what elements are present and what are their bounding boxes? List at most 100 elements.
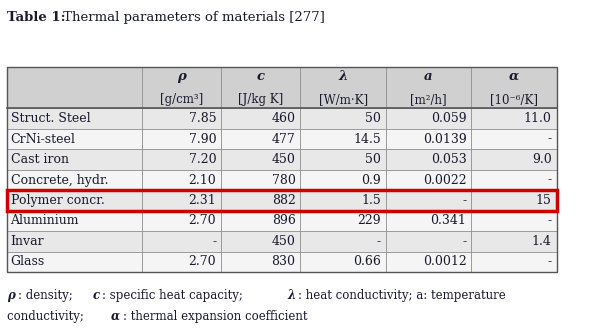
Text: 2.31: 2.31 [188,194,216,207]
Bar [386,129,471,149]
Bar [300,190,386,211]
Bar [221,149,300,170]
Text: 50: 50 [365,153,381,166]
Bar [386,170,471,190]
Bar [471,170,557,190]
Text: 460: 460 [272,112,295,125]
Text: 7.90: 7.90 [189,133,216,146]
Text: α: α [509,70,519,83]
Bar [300,231,386,252]
Bar [221,231,300,252]
Bar [142,211,221,231]
Text: : heat conductivity; a: temperature: : heat conductivity; a: temperature [299,289,506,302]
Text: -: - [377,235,381,248]
Text: 1.5: 1.5 [361,194,381,207]
Text: Concrete, hydr.: Concrete, hydr. [10,173,108,186]
Bar [300,108,386,129]
Text: -: - [462,235,466,248]
Text: ρ: ρ [177,70,186,83]
Text: 896: 896 [272,214,295,227]
Bar [386,149,471,170]
Text: -: - [547,255,552,268]
Text: conductivity;: conductivity; [7,310,88,323]
Bar [7,190,557,211]
Bar [7,129,142,149]
Text: 9.0: 9.0 [532,153,552,166]
Bar [300,170,386,190]
Text: Cast iron: Cast iron [10,153,69,166]
Bar [7,190,142,211]
Text: -: - [462,194,466,207]
Text: Thermal parameters of materials [277]: Thermal parameters of materials [277] [59,11,326,24]
Text: 14.5: 14.5 [353,133,381,146]
Text: -: - [547,214,552,227]
Text: 0.0022: 0.0022 [423,173,466,186]
Bar [221,211,300,231]
Bar [7,68,557,272]
Text: 882: 882 [272,194,295,207]
Text: [W/m·K]: [W/m·K] [319,93,368,106]
Bar [7,170,142,190]
Bar [471,149,557,170]
Text: c: c [93,289,100,302]
Bar [471,252,557,272]
Bar [142,68,221,108]
Text: 0.0139: 0.0139 [422,133,466,146]
Bar [300,149,386,170]
Bar [7,231,142,252]
Text: [g/cm³]: [g/cm³] [160,93,203,106]
Bar [221,129,300,149]
Bar [386,190,471,211]
Text: Polymer concr.: Polymer concr. [10,194,104,207]
Bar [471,129,557,149]
Bar [142,149,221,170]
Bar [7,252,142,272]
Bar [142,129,221,149]
Bar [471,68,557,108]
Text: 450: 450 [272,153,295,166]
Text: 229: 229 [357,214,381,227]
Text: λ: λ [338,70,348,83]
Text: 2.70: 2.70 [189,255,216,268]
Text: 0.0012: 0.0012 [422,255,466,268]
Bar [7,149,142,170]
Text: 2.10: 2.10 [188,173,216,186]
Bar [221,68,300,108]
Text: 50: 50 [365,112,381,125]
Text: 15: 15 [536,194,552,207]
Text: 1.4: 1.4 [532,235,552,248]
Text: -: - [547,133,552,146]
Bar [300,211,386,231]
Text: CrNi-steel: CrNi-steel [10,133,75,146]
Bar [7,211,142,231]
Text: [m²/h]: [m²/h] [410,93,447,106]
Text: 0.053: 0.053 [430,153,466,166]
Text: [10⁻⁶/K]: [10⁻⁶/K] [490,93,538,106]
Bar [142,231,221,252]
Bar [221,170,300,190]
Text: -: - [212,235,216,248]
Bar [300,252,386,272]
Bar [386,231,471,252]
Bar [142,190,221,211]
Bar [142,108,221,129]
Bar [471,211,557,231]
Bar [386,252,471,272]
Text: 830: 830 [272,255,295,268]
Text: : specific heat capacity;: : specific heat capacity; [102,289,246,302]
Text: ρ: ρ [7,289,15,302]
Bar [221,252,300,272]
Text: : density;: : density; [18,289,76,302]
Bar [142,252,221,272]
Bar [221,190,300,211]
Bar [7,68,142,108]
Text: Table 1:: Table 1: [7,11,66,24]
Text: 0.059: 0.059 [431,112,466,125]
Bar [386,211,471,231]
Bar [471,108,557,129]
Text: c: c [257,70,265,83]
Bar [221,108,300,129]
Text: 0.66: 0.66 [353,255,381,268]
Bar [386,68,471,108]
Text: 450: 450 [272,235,295,248]
